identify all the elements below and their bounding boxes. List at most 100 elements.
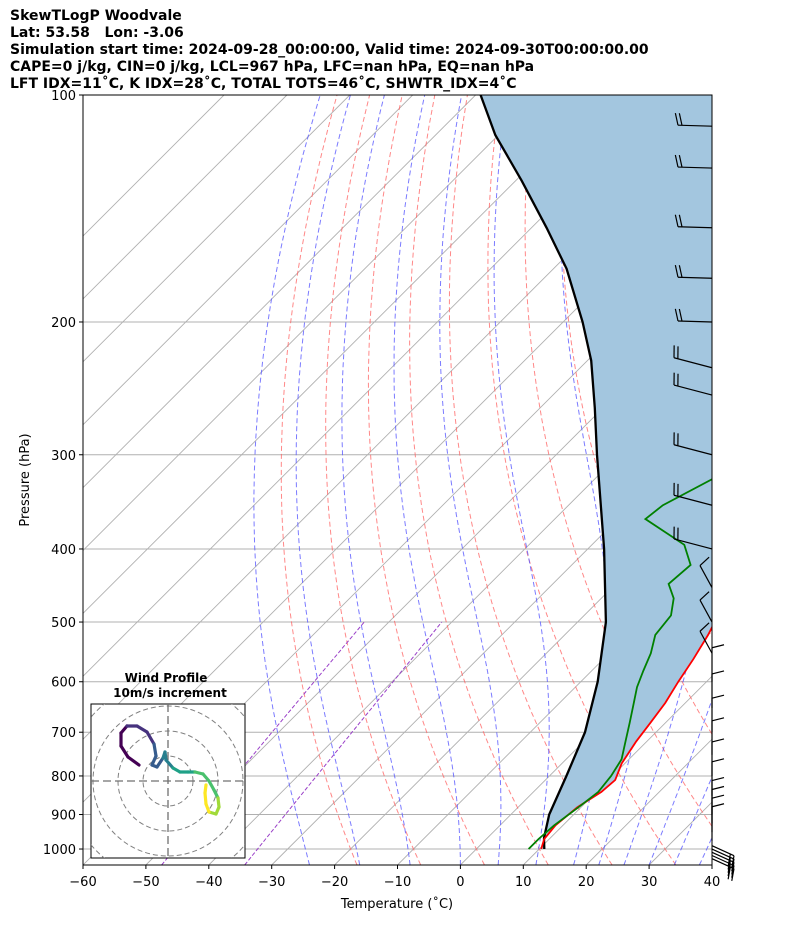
barb-feather	[674, 112, 679, 126]
x-tick-label: −20	[321, 875, 348, 890]
barb-feather	[678, 265, 683, 278]
y-tick-label: 200	[51, 316, 76, 331]
time-line: Simulation start time: 2024-09-28_00:00:…	[10, 42, 649, 58]
isotherm--120	[83, 95, 476, 489]
barb-feather	[674, 265, 679, 278]
wind-barb	[711, 794, 725, 833]
x-tick-label: 10	[515, 875, 532, 890]
y-tick-label: 600	[51, 676, 76, 691]
barb-feather	[678, 113, 683, 126]
barb-shaft	[673, 444, 713, 456]
cape-cin-shading	[480, 95, 712, 849]
lifted-indices-line: LFT IDX=11˚C, K IDX=28˚C, TOTAL TOTS=46˚…	[10, 76, 517, 92]
barb-feather	[678, 214, 683, 228]
barb-shaft	[699, 630, 713, 654]
barb-feather	[727, 853, 731, 867]
isotherm--110	[83, 95, 539, 552]
parcel-profile-line	[479, 95, 608, 850]
barb-feather	[711, 694, 725, 699]
barb-feather	[711, 758, 725, 763]
barb-shaft	[673, 357, 713, 369]
wind-barb	[674, 265, 713, 279]
hodograph-inset: Wind Profile 10m/s increment	[90, 671, 246, 859]
x-tick-label: −30	[258, 875, 285, 890]
wind-barb	[673, 482, 713, 506]
wind-barb	[711, 694, 725, 733]
x-tick-label: 30	[641, 875, 658, 890]
wind-barb	[711, 670, 725, 708]
hodograph-segment	[155, 756, 165, 769]
sounding-profiles	[479, 95, 712, 850]
barb-shaft	[673, 538, 713, 550]
barb-shaft	[677, 166, 713, 169]
dewpoint-line	[527, 478, 712, 850]
wind-barb	[711, 738, 725, 776]
y-axis-ticks: 100 200 300 400 500 600 700 800 900 1000	[43, 89, 83, 858]
isotherm--30	[271, 424, 712, 865]
wind-barb	[699, 622, 713, 654]
wind-barb	[674, 154, 713, 169]
isotherm-40	[711, 864, 712, 865]
barb-shaft	[677, 226, 713, 229]
x-tick-label: −50	[132, 875, 159, 890]
x-axis-ticks: −60 −50 −40 −30 −20 −10 0 10 20 30 40	[69, 865, 720, 890]
hodograph-segment	[203, 791, 208, 806]
moist-adiabat	[295, 95, 361, 865]
y-tick-label: 800	[51, 770, 76, 785]
barb-feather	[699, 591, 710, 601]
y-tick-label: 1000	[43, 843, 76, 858]
hodograph-segment	[126, 755, 141, 767]
isotherm--160	[83, 95, 225, 237]
wind-barb	[673, 432, 713, 456]
barb-feather	[711, 644, 725, 649]
mixing-ratio-line	[244, 621, 443, 865]
hodograph-plot	[91, 704, 245, 858]
barb-feather	[678, 308, 683, 322]
hodograph-segment	[152, 742, 158, 758]
x-tick-label: −10	[384, 875, 411, 890]
isotherm--50	[145, 298, 712, 865]
wind-barb	[674, 112, 713, 127]
isotherm--40	[208, 361, 712, 865]
wind-barb	[711, 758, 725, 796]
barb-feather	[674, 308, 679, 322]
y-tick-label: 300	[51, 449, 76, 464]
barb-shaft	[673, 384, 713, 396]
wind-barb	[674, 308, 713, 323]
moist-adiabat	[698, 836, 712, 865]
dry-adiabat	[409, 95, 549, 865]
dry-adiabat	[728, 95, 794, 865]
x-tick-label: −40	[195, 875, 222, 890]
dry-adiabat	[524, 95, 712, 828]
wind-barb	[711, 644, 725, 682]
wind-barb	[699, 591, 713, 623]
hodograph-segment	[145, 730, 156, 746]
hodograph-segment	[203, 783, 208, 795]
y-tick-label: 400	[51, 543, 76, 558]
barb-shaft	[699, 599, 713, 623]
barb-feather	[731, 855, 735, 869]
hodograph-segment	[150, 754, 158, 767]
stability-indices-line: CAPE=0 j/kg, CIN=0 j/kg, LCL=967 hPa, LF…	[10, 59, 535, 75]
hodograph-title: Wind Profile	[125, 671, 208, 685]
dry-adiabat	[367, 95, 485, 865]
isotherm--10	[397, 549, 712, 865]
hodograph-segment	[119, 744, 130, 759]
wind-barb	[673, 526, 713, 550]
barb-feather	[711, 803, 725, 808]
hodograph-segment	[164, 758, 175, 770]
wind-barb	[711, 845, 735, 869]
moist-adiabat	[393, 95, 461, 865]
wind-barb	[673, 372, 713, 396]
barb-feather	[711, 776, 725, 782]
barb-feather	[711, 670, 725, 675]
location-line: Lat: 53.58 Lon: -3.06	[10, 25, 184, 41]
barb-shaft	[699, 565, 713, 588]
barb-shaft	[673, 494, 713, 506]
wind-barb	[711, 717, 725, 755]
x-tick-label: 40	[704, 875, 721, 890]
barb-shaft	[711, 845, 735, 857]
moist-adiabat	[439, 95, 502, 865]
isotherm--140	[83, 95, 351, 363]
barb-shaft	[677, 320, 713, 323]
